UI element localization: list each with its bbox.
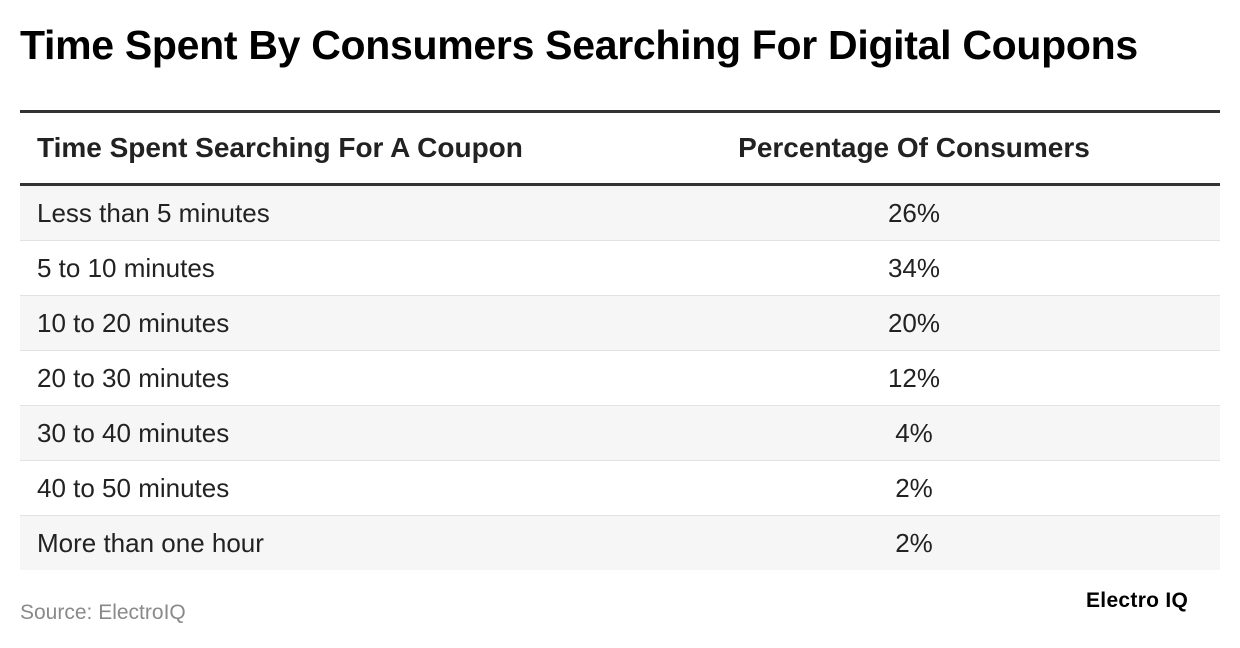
data-table: Time Spent Searching For A Coupon Percen… [20, 110, 1220, 570]
cell-percentage: 20% [887, 307, 941, 338]
header-time-spent: Time Spent Searching For A Coupon [37, 132, 523, 163]
table-row: 40 to 50 minutes 2% [20, 461, 1220, 516]
table-row: More than one hour 2% [20, 516, 1220, 570]
cell-percentage: 26% [887, 197, 941, 228]
table-row: 30 to 40 minutes 4% [20, 406, 1220, 461]
source-note: Source: ElectroIQ [20, 601, 186, 624]
cell-percentage: 12% [887, 362, 941, 393]
table-row: Less than 5 minutes 26% [20, 186, 1220, 241]
header-percentage: Percentage Of Consumers [738, 132, 1090, 163]
table-header-row: Time Spent Searching For A Coupon Percen… [20, 113, 1220, 186]
table-row: 20 to 30 minutes 12% [20, 351, 1220, 406]
brand-logo: Electro IQ [1086, 589, 1189, 612]
cell-percentage: 2% [895, 472, 933, 503]
chart-title: Time Spent By Consumers Searching For Di… [20, 22, 1138, 68]
cell-percentage: 34% [887, 252, 941, 283]
table-row: 5 to 10 minutes 34% [20, 241, 1220, 296]
cell-percentage: 4% [895, 417, 933, 448]
cell-time-spent: 10 to 20 minutes [37, 307, 230, 338]
cell-time-spent: 20 to 30 minutes [37, 362, 230, 393]
cell-time-spent: Less than 5 minutes [37, 197, 270, 228]
cell-time-spent: 5 to 10 minutes [37, 252, 215, 283]
table-row: 10 to 20 minutes 20% [20, 296, 1220, 351]
cell-time-spent: 30 to 40 minutes [37, 417, 230, 448]
table-body: Less than 5 minutes 26% 5 to 10 minutes 34%… [20, 186, 1220, 570]
cell-percentage: 2% [895, 527, 933, 558]
cell-time-spent: 40 to 50 minutes [37, 472, 230, 503]
cell-time-spent: More than one hour [37, 527, 264, 558]
